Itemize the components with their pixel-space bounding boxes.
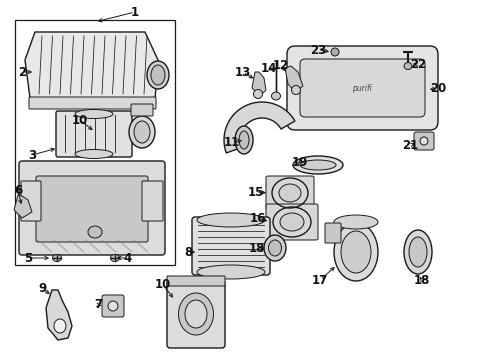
Text: 6: 6 <box>14 184 22 197</box>
Ellipse shape <box>334 215 378 229</box>
Ellipse shape <box>235 126 253 154</box>
FancyBboxPatch shape <box>142 181 163 221</box>
FancyBboxPatch shape <box>266 204 318 240</box>
Ellipse shape <box>197 265 265 279</box>
Ellipse shape <box>75 149 113 158</box>
FancyBboxPatch shape <box>56 111 132 157</box>
Ellipse shape <box>279 184 301 202</box>
Ellipse shape <box>52 255 62 261</box>
FancyBboxPatch shape <box>287 46 438 130</box>
Text: 14: 14 <box>261 62 277 75</box>
FancyBboxPatch shape <box>167 280 225 348</box>
Ellipse shape <box>264 235 286 261</box>
Ellipse shape <box>134 121 150 143</box>
Ellipse shape <box>54 319 66 333</box>
Ellipse shape <box>147 61 169 89</box>
Ellipse shape <box>108 301 118 311</box>
Polygon shape <box>14 195 32 218</box>
Text: 5: 5 <box>24 252 32 265</box>
FancyBboxPatch shape <box>192 217 270 275</box>
Ellipse shape <box>178 293 214 335</box>
Text: purifi: purifi <box>352 84 372 93</box>
Polygon shape <box>252 72 266 96</box>
FancyBboxPatch shape <box>266 176 314 210</box>
FancyBboxPatch shape <box>414 132 434 150</box>
Text: 20: 20 <box>430 81 446 95</box>
Polygon shape <box>285 66 303 92</box>
FancyBboxPatch shape <box>325 223 341 243</box>
Text: 15: 15 <box>248 185 264 198</box>
Text: 22: 22 <box>410 58 426 71</box>
Text: 2: 2 <box>18 66 26 78</box>
Text: 16: 16 <box>250 212 266 225</box>
Bar <box>15 20 175 265</box>
Ellipse shape <box>334 223 378 281</box>
FancyBboxPatch shape <box>19 161 165 255</box>
Ellipse shape <box>111 255 120 261</box>
Ellipse shape <box>293 156 343 174</box>
FancyBboxPatch shape <box>300 59 425 117</box>
Ellipse shape <box>409 237 427 267</box>
Polygon shape <box>25 32 158 100</box>
FancyBboxPatch shape <box>29 97 156 109</box>
Text: 7: 7 <box>94 298 102 311</box>
Text: 23: 23 <box>310 44 326 57</box>
FancyBboxPatch shape <box>21 181 41 221</box>
Ellipse shape <box>88 226 102 238</box>
Ellipse shape <box>280 213 304 231</box>
Text: 18: 18 <box>249 242 265 255</box>
Ellipse shape <box>331 48 339 56</box>
Text: 9: 9 <box>38 282 46 294</box>
FancyBboxPatch shape <box>102 295 124 317</box>
Text: 10: 10 <box>155 279 171 292</box>
Text: 17: 17 <box>312 274 328 287</box>
Ellipse shape <box>271 92 280 100</box>
Ellipse shape <box>197 213 265 227</box>
Text: 18: 18 <box>414 274 430 287</box>
Ellipse shape <box>185 300 207 328</box>
FancyBboxPatch shape <box>36 176 148 242</box>
Polygon shape <box>224 102 295 153</box>
Text: 19: 19 <box>292 156 308 168</box>
FancyBboxPatch shape <box>131 104 153 116</box>
Ellipse shape <box>75 109 113 118</box>
Text: 8: 8 <box>184 246 192 258</box>
Ellipse shape <box>341 231 371 273</box>
Ellipse shape <box>404 230 432 274</box>
Text: 3: 3 <box>28 149 36 162</box>
Ellipse shape <box>253 90 263 99</box>
Polygon shape <box>46 290 72 340</box>
Text: 4: 4 <box>124 252 132 265</box>
FancyBboxPatch shape <box>167 276 225 286</box>
Ellipse shape <box>129 116 155 148</box>
Text: 12: 12 <box>273 59 289 72</box>
Text: 13: 13 <box>235 66 251 78</box>
Ellipse shape <box>239 131 249 149</box>
Ellipse shape <box>151 65 165 85</box>
Text: 21: 21 <box>402 139 418 152</box>
Text: 10: 10 <box>72 113 88 126</box>
Ellipse shape <box>420 137 428 145</box>
Ellipse shape <box>300 160 336 170</box>
Ellipse shape <box>269 240 281 256</box>
Ellipse shape <box>292 86 300 95</box>
Ellipse shape <box>404 63 412 69</box>
Text: 11: 11 <box>224 135 240 149</box>
Text: 1: 1 <box>131 5 139 18</box>
